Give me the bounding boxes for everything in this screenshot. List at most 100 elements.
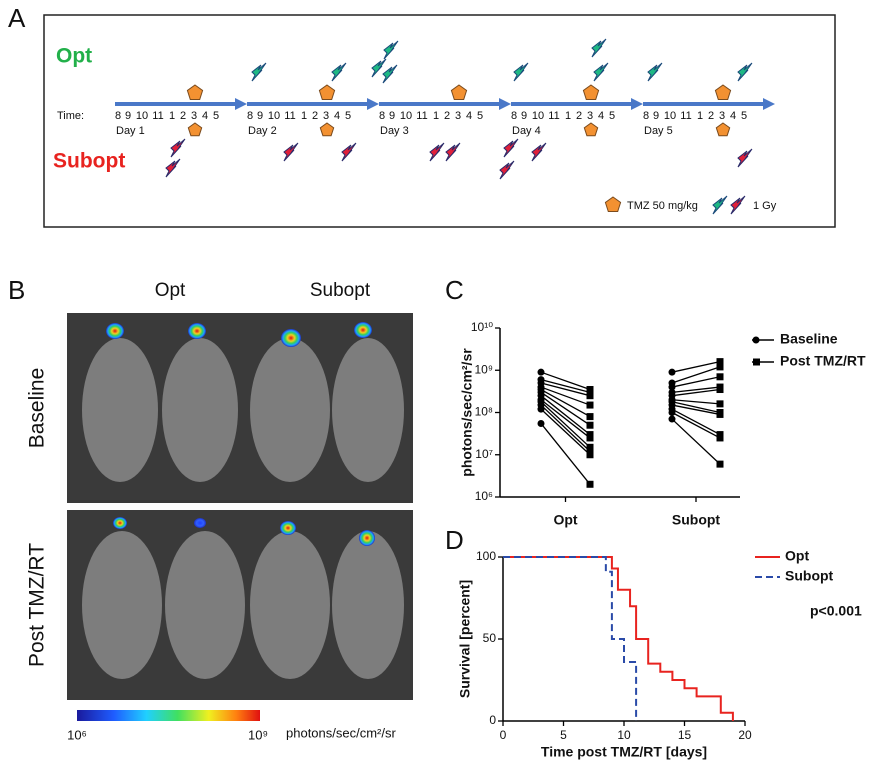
panel-label: C	[445, 275, 464, 305]
point	[716, 358, 724, 366]
pair-line	[540, 386, 591, 406]
radiation-icon	[499, 160, 515, 180]
hour-label: 11	[284, 110, 295, 122]
tmz-icon	[319, 122, 335, 137]
hour-label: 9	[521, 110, 527, 122]
hour-label: 4	[202, 110, 208, 122]
x-tick-label: 15	[678, 728, 692, 742]
day-label: Day 3	[380, 125, 409, 137]
radiation-icon	[647, 62, 663, 82]
hour-label: 2	[444, 110, 450, 122]
point	[586, 434, 594, 442]
y-tick-label: 100	[476, 549, 496, 563]
pair-line	[540, 408, 591, 456]
panel-label: A	[8, 3, 26, 33]
hour-label: 5	[477, 110, 483, 122]
hour-label: 10	[664, 110, 676, 122]
legend-text: TMZ 50 mg/kg	[627, 200, 698, 212]
column-label: Subopt	[310, 280, 371, 301]
pair-line	[671, 376, 721, 388]
hour-label: 3	[191, 110, 197, 122]
hour-label: 10	[268, 110, 280, 122]
point	[668, 415, 676, 423]
hour-label: 11	[416, 110, 427, 122]
time-label: Time:	[57, 110, 84, 122]
legend-marker	[752, 336, 760, 344]
radiation-icon	[445, 142, 461, 162]
point	[716, 410, 724, 418]
hour-label: 2	[312, 110, 318, 122]
y-tick-label: 0	[489, 713, 496, 727]
pair-line	[540, 391, 591, 426]
radiation-icon	[737, 62, 753, 82]
point	[668, 409, 676, 416]
hour-label: 9	[653, 110, 659, 122]
point	[716, 460, 724, 468]
tmz-icon	[582, 84, 600, 100]
radiation-icon	[283, 142, 299, 162]
hour-label: 8	[643, 110, 649, 122]
point	[586, 421, 594, 429]
legend-text: Post TMZ/RT	[780, 353, 866, 369]
tmz-icon	[714, 84, 732, 100]
point	[716, 434, 724, 442]
hour-label: 2	[708, 110, 714, 122]
hour-label: 9	[125, 110, 131, 122]
radiation-icon	[371, 58, 387, 78]
point	[586, 480, 594, 488]
pair-line	[540, 388, 591, 418]
pair-line	[671, 401, 721, 414]
day-label: Day 5	[644, 125, 673, 137]
point	[716, 363, 724, 371]
pair-line	[671, 418, 721, 465]
hour-label: 8	[247, 110, 253, 122]
point	[716, 373, 724, 381]
point	[668, 383, 676, 391]
hour-label: 3	[455, 110, 461, 122]
pair-line	[671, 399, 721, 405]
x-axis-title: Time post TMZ/RT [days]	[541, 744, 707, 760]
y-tick-label: 10⁹	[475, 362, 494, 376]
tmz-icon	[187, 122, 203, 137]
hour-label: 10	[400, 110, 412, 122]
day-label: Day 2	[248, 125, 277, 137]
tmz-icon	[450, 84, 468, 100]
arrow-head	[367, 98, 379, 110]
radiation-icon	[503, 138, 519, 158]
colorbar-label: 10⁹	[248, 727, 268, 742]
group-label: Opt	[56, 45, 92, 68]
x-tick-label: 5	[560, 728, 567, 742]
point	[586, 413, 594, 421]
row-label: Post TMZ/RT	[26, 543, 49, 667]
hour-label: 4	[466, 110, 472, 122]
arrow-head	[235, 98, 247, 110]
legend-text: Baseline	[780, 331, 838, 347]
column-label: Opt	[155, 280, 186, 301]
y-axis-title: Survival [percent]	[457, 580, 473, 698]
point	[537, 419, 545, 427]
radiation-icon	[591, 38, 607, 58]
arrow-head	[631, 98, 643, 110]
hour-label: 5	[741, 110, 747, 122]
pair-line	[671, 386, 721, 393]
arrow-head	[763, 98, 775, 110]
hour-label: 10	[136, 110, 148, 122]
photos	[67, 313, 413, 700]
pair-line	[540, 423, 591, 485]
hour-label: 1	[301, 110, 307, 122]
radiation-icon	[593, 62, 609, 82]
point	[537, 368, 545, 376]
pair-line	[671, 360, 721, 373]
hour-label: 8	[115, 110, 121, 122]
hour-label: 3	[587, 110, 593, 122]
point	[668, 368, 676, 376]
hour-label: 11	[680, 110, 691, 122]
y-axis-title: photons/sec/cm²/sr	[459, 348, 475, 477]
hour-label: 11	[152, 110, 163, 122]
hour-label: 5	[345, 110, 351, 122]
x-tick-label: 20	[738, 728, 752, 742]
colorbar-label: 10⁶	[67, 727, 87, 742]
hour-label: 5	[609, 110, 615, 122]
hour-label: 11	[548, 110, 559, 122]
pair-line	[671, 411, 721, 439]
